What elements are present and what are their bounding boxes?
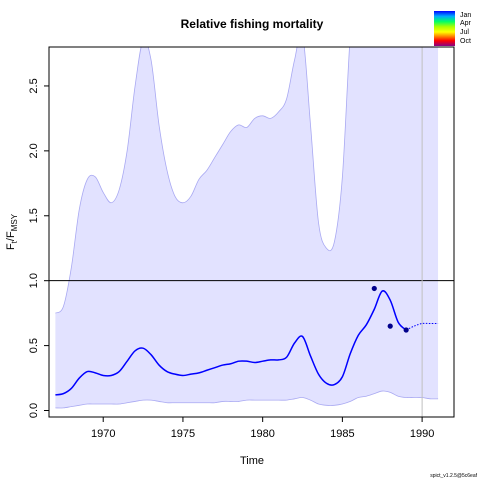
y-tick-label: 0.5 xyxy=(28,338,40,353)
y-axis-label-sub2: MSY xyxy=(10,213,19,231)
x-tick-label: 1970 xyxy=(91,428,115,440)
y-axis-label-main: F xyxy=(5,243,17,250)
observation-point-2 xyxy=(387,323,393,329)
y-axis: 0.0 0.5 1.0 1.5 2.0 2.5 xyxy=(28,78,49,418)
x-tick-label: 1990 xyxy=(410,428,434,440)
observation-point-1 xyxy=(371,285,377,292)
ci-band-fill xyxy=(55,47,439,409)
version-footer: spict_v1.2.5@5c6eaf xyxy=(430,473,477,479)
y-tick-label: 2.0 xyxy=(28,143,40,158)
ci-lower-line xyxy=(55,390,439,409)
y-axis-label-sub1: t xyxy=(10,240,19,243)
y-axis-label: Ft/FMSY xyxy=(5,213,19,250)
observation-point-3 xyxy=(403,327,409,333)
x-axis-label: Time xyxy=(240,455,264,467)
confidence-band xyxy=(55,47,439,409)
ci-upper-line xyxy=(55,47,350,314)
legend-color-bar xyxy=(434,11,455,46)
y-tick-label: 0.0 xyxy=(28,403,40,418)
chart-title: Relative fishing mortality xyxy=(181,17,324,31)
legend-label-oct: Oct xyxy=(460,38,471,45)
series xyxy=(49,47,454,417)
y-tick-label: 1.0 xyxy=(28,273,40,288)
x-axis: 1970 1975 1980 1985 1990 xyxy=(91,417,434,440)
plot-frame xyxy=(48,46,455,418)
x-tick-label: 1985 xyxy=(330,428,354,440)
legend: Jan Apr Jul Oct xyxy=(434,11,472,46)
y-axis-label-slash: /F xyxy=(5,231,17,241)
legend-label-apr: Apr xyxy=(460,20,472,27)
forecast-line xyxy=(405,322,439,331)
x-tick-label: 1975 xyxy=(171,428,195,440)
y-tick-label: 1.5 xyxy=(28,208,40,223)
estimate-line xyxy=(55,290,407,396)
legend-label-jan: Jan xyxy=(460,12,471,19)
x-tick-label: 1980 xyxy=(250,428,274,440)
y-tick-label: 2.5 xyxy=(28,78,40,93)
legend-label-jul: Jul xyxy=(460,29,469,36)
